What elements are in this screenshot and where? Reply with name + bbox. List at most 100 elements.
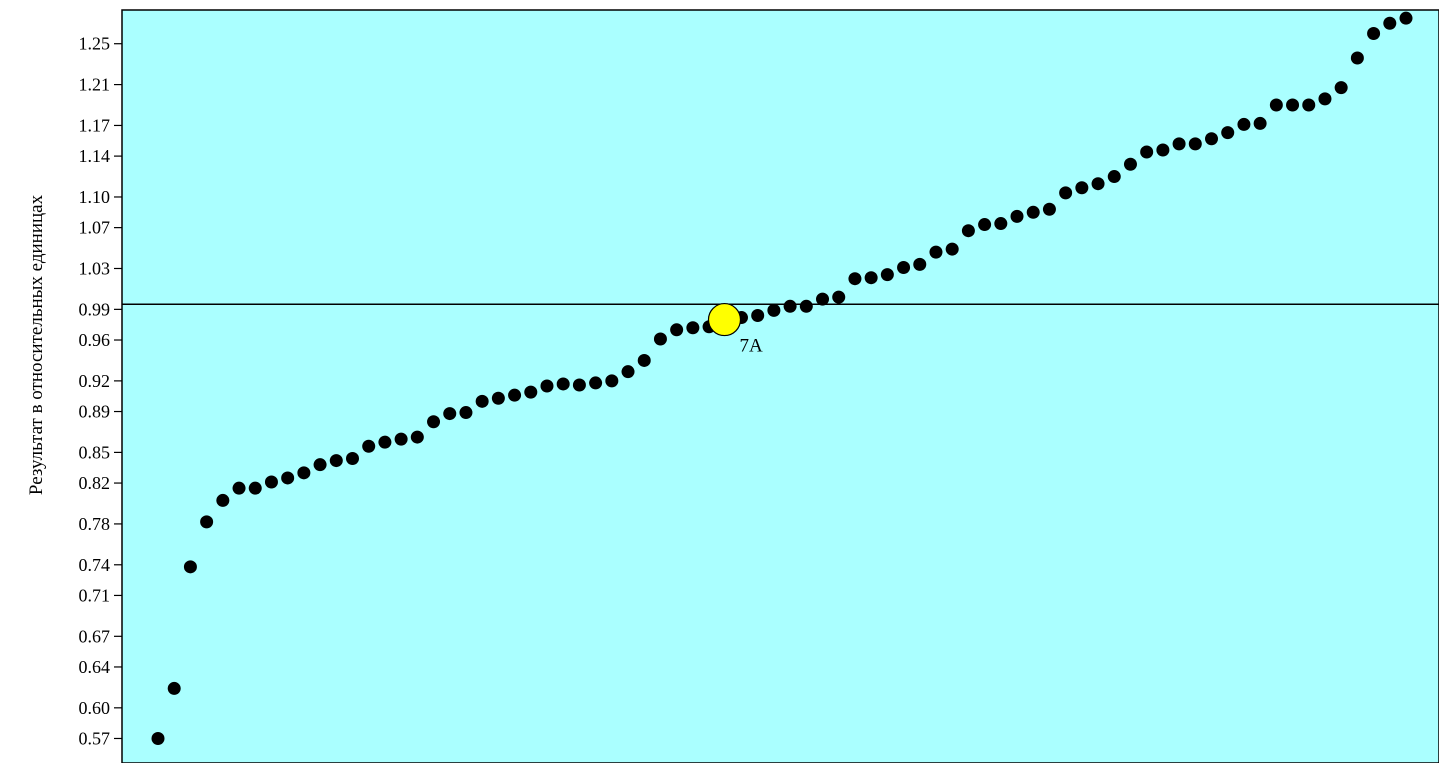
- data-point: [1026, 205, 1040, 219]
- y-tick-label: 1.07: [79, 218, 111, 238]
- data-point: [605, 374, 619, 388]
- data-point: [621, 365, 635, 379]
- data-point: [1221, 126, 1235, 140]
- y-tick-label: 0.67: [79, 626, 111, 646]
- data-point: [929, 245, 943, 259]
- data-point: [961, 224, 975, 238]
- data-point: [1350, 51, 1364, 65]
- data-point: [1205, 132, 1219, 146]
- data-point: [508, 388, 522, 402]
- data-point: [1237, 117, 1251, 131]
- data-point: [767, 303, 781, 317]
- data-point: [151, 731, 165, 745]
- data-point: [1188, 137, 1202, 151]
- y-tick-label: 1.17: [79, 115, 111, 135]
- y-tick-label: 0.89: [79, 402, 111, 422]
- data-point: [994, 217, 1008, 231]
- data-point: [1010, 209, 1024, 223]
- highlight-group: 7A: [707, 302, 763, 357]
- data-point: [524, 385, 538, 399]
- data-point: [1172, 137, 1186, 151]
- data-point: [864, 271, 878, 285]
- data-point: [1383, 16, 1397, 30]
- data-point: [232, 481, 246, 495]
- y-tick-label: 1.14: [79, 146, 111, 166]
- data-point: [264, 475, 278, 489]
- data-point: [1286, 98, 1300, 112]
- data-point: [897, 260, 911, 274]
- y-tick-label: 0.99: [79, 299, 111, 319]
- data-point: [799, 299, 813, 313]
- data-point: [945, 242, 959, 256]
- highlighted-point-label: 7A: [739, 336, 763, 357]
- y-tick-label: 1.25: [79, 34, 111, 54]
- data-point: [1091, 177, 1105, 191]
- data-point: [345, 452, 359, 466]
- data-point: [589, 376, 603, 390]
- y-tick-label: 0.71: [79, 585, 111, 605]
- data-point: [1059, 186, 1073, 200]
- data-point: [297, 466, 311, 480]
- data-point: [459, 406, 473, 420]
- data-point: [1042, 202, 1056, 216]
- data-point: [1302, 98, 1316, 112]
- data-point: [427, 415, 441, 429]
- data-point: [832, 290, 846, 304]
- data-point: [443, 407, 457, 421]
- y-tick-label: 0.85: [79, 442, 111, 462]
- data-point: [329, 454, 343, 468]
- data-point: [475, 394, 489, 408]
- y-tick-label: 1.21: [79, 75, 111, 95]
- data-point: [362, 439, 376, 453]
- data-point: [378, 435, 392, 449]
- data-point: [848, 272, 862, 286]
- data-point: [1156, 143, 1170, 157]
- y-tick-label: 1.03: [79, 258, 111, 278]
- data-point: [978, 218, 992, 232]
- y-tick-label: 0.64: [79, 657, 111, 677]
- y-tick-label: 0.78: [79, 514, 111, 534]
- y-tick-label: 1.10: [79, 187, 111, 207]
- data-point: [1318, 92, 1332, 106]
- data-point: [491, 391, 505, 405]
- data-point: [313, 458, 327, 472]
- data-point: [556, 377, 570, 391]
- data-point: [1253, 116, 1267, 130]
- data-point: [751, 308, 765, 322]
- plot-area: [121, 9, 1439, 763]
- data-point: [394, 432, 408, 446]
- y-tick-label: 0.57: [79, 728, 111, 748]
- data-point: [540, 379, 554, 393]
- y-tick-label: 0.92: [79, 371, 111, 391]
- data-point: [1123, 157, 1137, 171]
- y-axis-title: Результат в относительных единицах: [26, 194, 47, 495]
- data-point: [281, 471, 295, 485]
- data-point: [670, 323, 684, 337]
- data-point: [913, 257, 927, 271]
- data-point: [1140, 145, 1154, 159]
- data-points: [151, 11, 1413, 745]
- data-point: [1107, 170, 1121, 184]
- data-point: [167, 681, 181, 695]
- data-point: [1269, 98, 1283, 112]
- data-point: [183, 560, 197, 574]
- data-point: [1367, 26, 1381, 40]
- data-point: [653, 332, 667, 346]
- data-point: [816, 292, 830, 306]
- data-point: [1399, 11, 1413, 25]
- y-tick-label: 0.74: [79, 555, 111, 575]
- y-tick-label: 0.60: [79, 698, 111, 718]
- data-point: [248, 481, 262, 495]
- highlighted-point: [707, 302, 742, 337]
- y-tick-label: 0.96: [79, 330, 111, 350]
- data-point: [880, 268, 894, 282]
- data-point: [410, 430, 424, 444]
- y-tick-label: 0.82: [79, 473, 111, 493]
- data-point: [783, 299, 797, 313]
- y-axis: 0.57 0.60 0.64 0.67 0.71 0.74 0.78 0.82 0.85 0.89…: [79, 34, 122, 748]
- data-point: [216, 493, 230, 507]
- data-point: [637, 353, 651, 367]
- data-point: [572, 378, 586, 392]
- data-point: [1075, 181, 1089, 195]
